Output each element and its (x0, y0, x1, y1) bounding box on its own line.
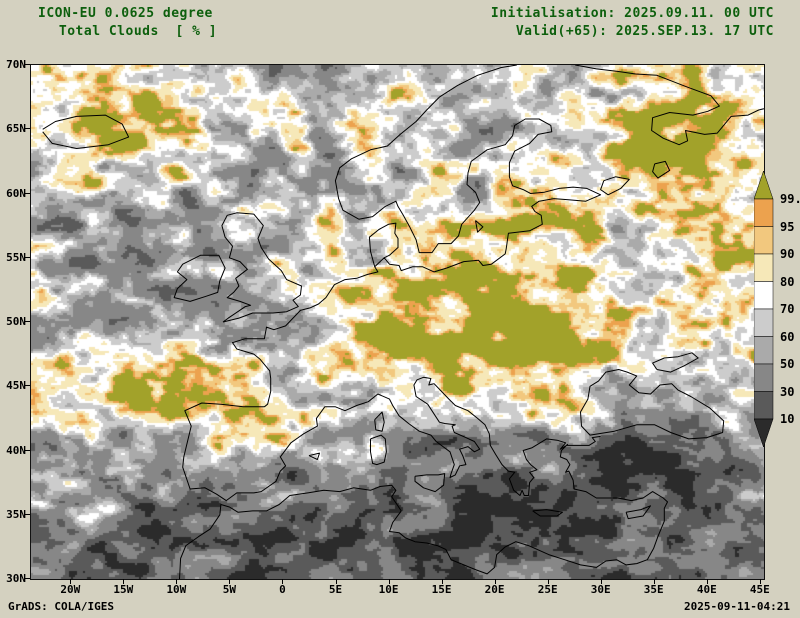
coastline-overlay (42, 65, 764, 579)
legend-value-label: 99.5 (780, 192, 800, 206)
variable-title: Total Clouds [ % ] (58, 24, 218, 39)
lon-tick-label: 10W (166, 583, 187, 596)
lon-tick-mark (229, 579, 231, 584)
lon-tick-label: 5E (328, 583, 343, 596)
map-area (30, 64, 765, 580)
lon-tick-label: 10E (378, 583, 399, 596)
valid-time: Valid(+65): 2025.SEP.13. 17 UTC (515, 24, 774, 39)
lon-tick-mark (653, 579, 655, 584)
lat-tick-label: 55N (6, 250, 26, 264)
legend-colorbar (753, 170, 774, 448)
legend-value-label: 30 (780, 384, 795, 399)
creation-timestamp: 2025-09-11-04:21 (684, 600, 790, 613)
lat-tick-label: 70N (6, 58, 26, 71)
lon-tick-label: 15W (113, 583, 134, 596)
lon-tick-mark (176, 579, 178, 584)
lon-tick-label: 5W (222, 583, 237, 596)
legend-value-label: 90 (780, 247, 795, 261)
lat-tick-label: 30N (6, 572, 26, 585)
lon-tick-mark (547, 579, 549, 584)
lat-tick-label: 40N (6, 443, 26, 457)
lat-tick-label: 60N (6, 186, 26, 200)
lon-tick-mark (706, 579, 708, 584)
lat-tick-label: 50N (6, 315, 26, 328)
lon-tick-mark (335, 579, 337, 584)
lon-tick-label: 30E (590, 583, 611, 596)
lat-tick-mark (25, 192, 30, 194)
lon-tick-mark (494, 579, 496, 584)
lon-tick-label: 45E (749, 583, 770, 596)
lat-tick-label: 65N (6, 122, 26, 136)
lon-tick-mark (759, 579, 761, 584)
legend-value-label: 80 (780, 274, 795, 289)
legend-value-label: 70 (780, 302, 795, 316)
grads-credit: GrADS: COLA/IGES (8, 600, 114, 613)
lon-tick-mark (70, 579, 72, 584)
lat-tick-mark (25, 321, 30, 322)
lon-tick-mark (282, 579, 284, 584)
lon-tick-label: 40E (696, 583, 717, 596)
cloud-field-canvas (31, 65, 764, 579)
legend-value-label: 95 (780, 219, 795, 234)
lat-tick-mark (25, 513, 30, 515)
lon-tick-label: 20E (484, 583, 505, 596)
coastline-path (42, 65, 764, 579)
initialisation-time: Initialisation: 2025.09.11. 00 UTC (490, 6, 774, 21)
color-legend: 99.5 95 90 80 70 60 50 30 10 (753, 170, 800, 453)
lon-tick-mark (600, 579, 602, 584)
model-title: ICON-EU 0.0625 degree (38, 6, 213, 21)
lon-tick-label: 15E (431, 583, 452, 596)
lon-tick-mark (123, 579, 125, 584)
lon-tick-label: 25E (537, 583, 558, 596)
lat-tick-mark (25, 449, 30, 451)
lon-tick-mark (388, 579, 390, 584)
legend-value-label: 50 (780, 357, 795, 371)
legend-value-label: 60 (780, 329, 795, 344)
legend-value-label: 10 (780, 412, 795, 426)
lat-tick-mark (25, 256, 30, 258)
lon-tick-label: 35E (643, 583, 664, 596)
lat-tick-mark (25, 64, 30, 65)
lon-tick-label: 20W (60, 583, 81, 596)
lat-tick-mark (25, 578, 30, 579)
lat-tick-label: 35N (6, 507, 26, 521)
lon-tick-label: 0 (279, 583, 286, 596)
lat-tick-mark (25, 128, 30, 130)
lon-tick-mark (441, 579, 443, 584)
lat-tick-label: 45N (6, 379, 26, 393)
lat-tick-mark (25, 385, 30, 387)
